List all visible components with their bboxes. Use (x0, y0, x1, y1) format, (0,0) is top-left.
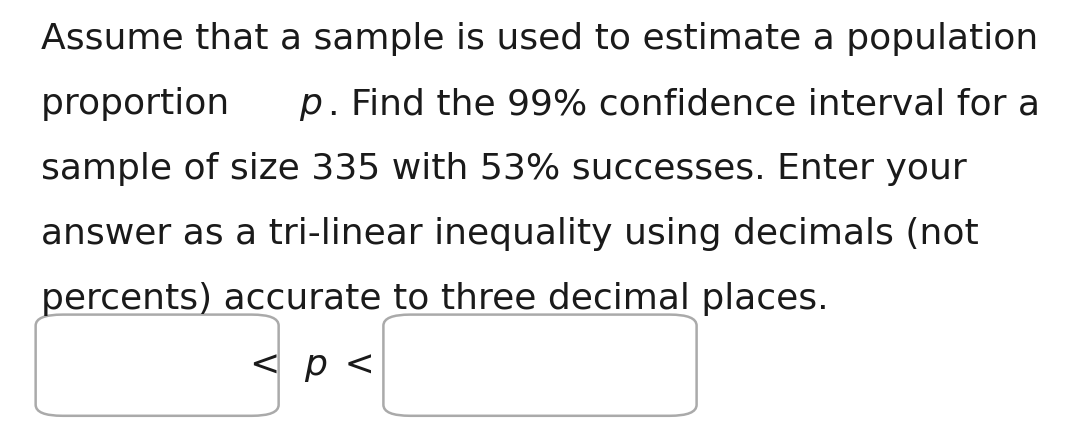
Text: sample of size 335 with 53% successes. Enter your: sample of size 335 with 53% successes. E… (41, 152, 967, 186)
Text: p: p (299, 87, 322, 121)
Text: p: p (303, 348, 327, 382)
FancyBboxPatch shape (36, 315, 279, 416)
Text: <: < (334, 348, 375, 382)
Text: percents) accurate to three decimal places.: percents) accurate to three decimal plac… (41, 282, 828, 316)
Text: . Find the 99% confidence interval for a: . Find the 99% confidence interval for a (328, 87, 1040, 121)
Text: Assume that a sample is used to estimate a population: Assume that a sample is used to estimate… (41, 22, 1038, 56)
Text: <: < (249, 348, 292, 382)
FancyBboxPatch shape (383, 315, 697, 416)
Text: proportion: proportion (41, 87, 241, 121)
Text: answer as a tri-linear inequality using decimals (not: answer as a tri-linear inequality using … (41, 217, 978, 251)
